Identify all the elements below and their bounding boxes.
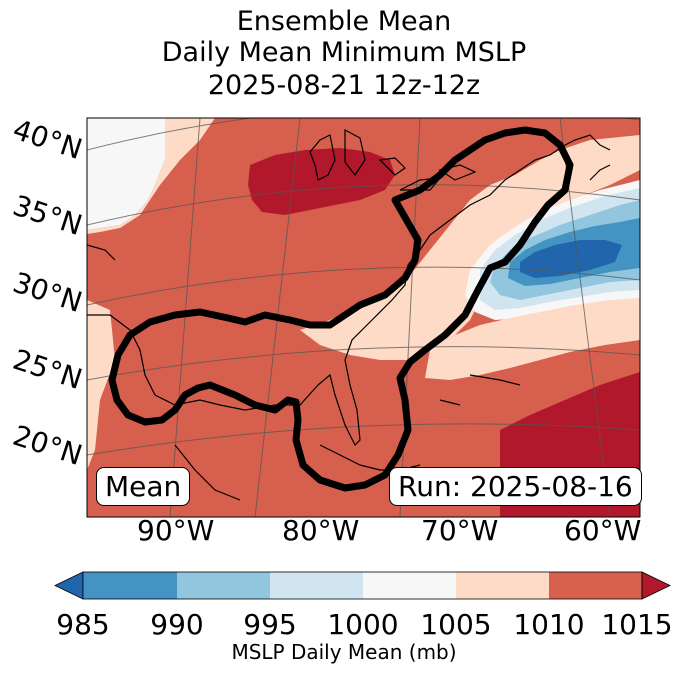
ensemble-outline [108,126,574,492]
map-frame [86,117,641,518]
lon-label-80: 80°W [282,514,360,547]
colorbar-segment-1000-1005 [363,572,456,599]
colorbar-tick-1010: 1010 [513,608,585,641]
map-plot-area [87,118,640,517]
title-line-2: Daily Mean Minimum MSLP [161,37,527,68]
pressure-field-nw-1005 [87,118,215,234]
colorbar-label: MSLP Daily Mean (mb) [231,640,457,664]
mean-label-box: Mean [96,467,191,506]
colorbar-tick-985: 985 [56,608,110,641]
colorbar-segment-985-990 [83,572,177,599]
pressure-field-coastal-1005 [300,135,640,360]
colorbar [54,571,671,600]
pressure-field-greatlakes-1015 [248,148,395,215]
colorbar-segment-995-1000 [270,572,363,599]
title-line-1: Ensemble Mean [236,6,452,37]
colorbar-tick-1005: 1005 [420,608,492,641]
colorbar-tick-995: 995 [243,608,297,641]
colorbar-tick-1000: 1000 [327,608,399,641]
coastlines [87,129,611,501]
colorbar-segment-990-995 [177,572,270,599]
lon-label-60: 60°W [564,514,642,547]
colorbar-extend-low [54,571,84,600]
pressure-field-nw-1000 [87,118,165,230]
colorbar-tick-990: 990 [150,608,204,641]
run-date-box: Run: 2025-08-16 [389,467,642,506]
colorbar-tick-1015: 1015 [601,608,673,641]
pressure-field-sw-1005 [87,300,115,470]
lon-label-90: 90°W [137,514,215,547]
lon-label-70: 70°W [421,514,499,547]
colorbar-frame [82,571,643,600]
colorbar-extend-high [641,571,671,600]
pressure-field-south-1005 [425,298,640,380]
colorbar-segment-1010-1015 [549,572,642,599]
title-line-3: 2025-08-21 12z-12z [207,70,481,101]
graticule [87,118,640,517]
colorbar-segment-1005-1010 [456,572,549,599]
pressure-field-low-980 [520,240,622,278]
